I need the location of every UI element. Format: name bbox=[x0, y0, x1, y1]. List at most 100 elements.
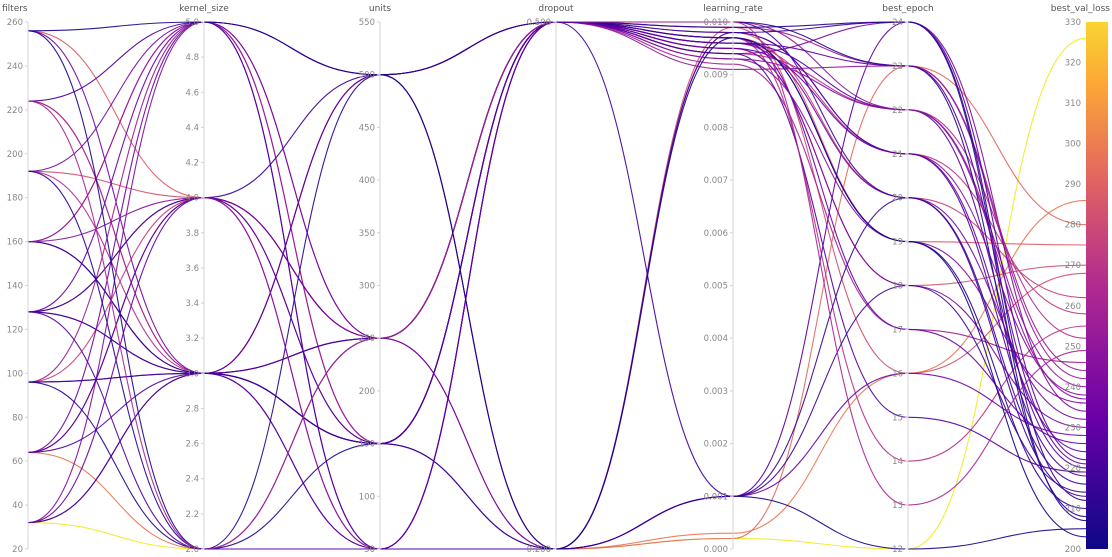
axis-learning-rate: learning_rate 0.000 0.001 0.002 0.003 0.004 0.… bbox=[703, 4, 763, 555]
axis-title: filters bbox=[2, 4, 28, 14]
tick-label: 4.6 bbox=[185, 88, 199, 98]
tick-label: 4.2 bbox=[185, 159, 199, 169]
tick-label: 240 bbox=[7, 62, 23, 72]
tick-label: 20 bbox=[12, 545, 23, 555]
tick-label: 0.009 bbox=[704, 71, 728, 81]
tick-label: 260 bbox=[7, 18, 23, 28]
tick-label: 2.8 bbox=[185, 404, 199, 414]
run-line bbox=[27, 21, 1087, 420]
tick-label: 80 bbox=[12, 413, 23, 423]
tick-label: 300 bbox=[1065, 140, 1081, 150]
tick-label: 260 bbox=[1065, 302, 1081, 312]
tick-label: 320 bbox=[1065, 59, 1081, 69]
tick-label: 100 bbox=[7, 369, 23, 379]
tick-label: 12 bbox=[892, 545, 903, 555]
tick-label: 18 bbox=[892, 282, 903, 292]
tick-label: 0.003 bbox=[704, 387, 728, 397]
axis-title: best_epoch bbox=[882, 4, 933, 14]
tick-label: 5.0 bbox=[185, 18, 199, 28]
tick-label: 300 bbox=[359, 282, 375, 292]
run-lines bbox=[27, 21, 1087, 550]
run-line bbox=[27, 21, 1087, 550]
tick-label: 450 bbox=[359, 123, 375, 133]
tick-label: 200 bbox=[359, 387, 375, 397]
tick-label: 200 bbox=[7, 150, 23, 160]
tick-label: 120 bbox=[7, 325, 23, 335]
tick-label: 230 bbox=[1065, 423, 1081, 433]
tick-label: 3.0 bbox=[185, 369, 199, 379]
tick-label: 550 bbox=[359, 18, 375, 28]
axis-title: best_val_loss bbox=[1051, 4, 1111, 14]
tick-label: 290 bbox=[1065, 180, 1081, 190]
tick-label: 22 bbox=[892, 106, 903, 116]
tick-label: 16 bbox=[892, 369, 903, 379]
tick-label: 60 bbox=[12, 457, 23, 467]
tick-label: 0.000 bbox=[704, 545, 728, 555]
run-line bbox=[27, 21, 1087, 550]
tick-label: 500 bbox=[359, 71, 375, 81]
tick-label: 2.4 bbox=[185, 475, 199, 485]
tick-label: 0.002 bbox=[704, 440, 728, 450]
tick-label: 250 bbox=[359, 334, 375, 344]
axis-units: units 50 100 150 200 250 300 350 400 450 500 550 bbox=[359, 4, 392, 555]
run-line bbox=[27, 21, 1087, 428]
tick-label: 2.6 bbox=[185, 440, 199, 450]
tick-label: 15 bbox=[892, 413, 903, 423]
tick-label: 280 bbox=[1065, 221, 1081, 231]
tick-label: 350 bbox=[359, 229, 375, 239]
tick-label: 330 bbox=[1065, 18, 1081, 28]
tick-label: 14 bbox=[892, 457, 903, 467]
tick-label: 0.200 bbox=[527, 545, 551, 555]
tick-label: 3.4 bbox=[185, 299, 199, 309]
run-line bbox=[27, 21, 1087, 550]
run-line bbox=[27, 21, 1087, 404]
tick-label: 0.008 bbox=[704, 123, 728, 133]
tick-label: 4.0 bbox=[185, 194, 199, 204]
tick-label: 0.006 bbox=[704, 229, 728, 239]
axis-best-val-loss: best_val_loss 200 210 220 230 240 250 260 270 280… bbox=[1051, 4, 1111, 555]
tick-label: 2.2 bbox=[185, 510, 199, 520]
tick-label: 23 bbox=[892, 62, 903, 72]
tick-label: 3.2 bbox=[185, 334, 199, 344]
tick-label: 0.500 bbox=[527, 18, 551, 28]
tick-label: 220 bbox=[7, 106, 23, 116]
tick-label: 17 bbox=[892, 325, 903, 335]
tick-label: 50 bbox=[364, 545, 375, 555]
tick-label: 40 bbox=[12, 501, 23, 511]
tick-label: 20 bbox=[892, 194, 903, 204]
run-line bbox=[27, 21, 1087, 339]
tick-label: 240 bbox=[1065, 383, 1081, 393]
tick-label: 220 bbox=[1065, 464, 1081, 474]
tick-label: 0.004 bbox=[704, 334, 728, 344]
run-line bbox=[27, 21, 1087, 550]
tick-label: 400 bbox=[359, 176, 375, 186]
tick-label: 100 bbox=[359, 492, 375, 502]
tick-label: 3.8 bbox=[185, 229, 199, 239]
run-line bbox=[27, 197, 1087, 550]
tick-label: 3.6 bbox=[185, 264, 199, 274]
axis-best-epoch: best_epoch 12 13 14 15 16 17 18 19 20 21 22 23 24 bbox=[882, 4, 933, 555]
tick-label: 270 bbox=[1065, 261, 1081, 271]
run-line bbox=[27, 21, 1087, 339]
run-line bbox=[27, 31, 1087, 550]
tick-label: 24 bbox=[892, 18, 903, 28]
tick-label: 160 bbox=[7, 238, 23, 248]
tick-label: 140 bbox=[7, 282, 23, 292]
tick-label: 310 bbox=[1065, 99, 1081, 109]
run-line bbox=[27, 21, 1087, 550]
tick-label: 0.005 bbox=[704, 282, 728, 292]
tick-label: 0.007 bbox=[704, 176, 728, 186]
axis-dropout: dropout 0.200 0.500 bbox=[527, 4, 574, 555]
tick-label: 4.8 bbox=[185, 53, 199, 63]
tick-label: 13 bbox=[892, 501, 903, 511]
tick-label: 210 bbox=[1065, 504, 1081, 514]
tick-label: 19 bbox=[892, 238, 903, 248]
axis-title: learning_rate bbox=[703, 4, 763, 14]
tick-label: 200 bbox=[1065, 545, 1081, 555]
tick-label: 0.001 bbox=[704, 492, 728, 502]
run-line bbox=[27, 30, 1087, 550]
tick-label: 4.4 bbox=[185, 123, 199, 133]
axis-title: dropout bbox=[538, 4, 574, 14]
best-val-loss-colorbar bbox=[1086, 22, 1108, 549]
